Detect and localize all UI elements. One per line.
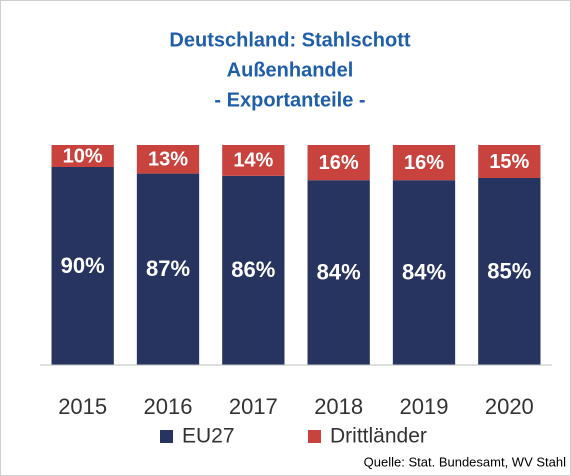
x-tick-label: 2015 xyxy=(58,394,107,419)
x-tick-label: 2020 xyxy=(485,394,534,419)
bar-segment xyxy=(136,145,200,174)
data-label: 10% xyxy=(63,145,103,167)
bar-segment xyxy=(478,145,541,178)
data-label: 15% xyxy=(489,151,529,173)
legend-swatch xyxy=(308,430,321,443)
chart-title: - Exportanteile - xyxy=(214,89,365,111)
source-note: Quelle: Stat. Bundesamt, WV Stahl xyxy=(364,454,566,469)
data-label: 16% xyxy=(319,152,359,174)
bar-segment xyxy=(392,180,456,365)
bar-segment xyxy=(307,180,370,365)
legend-label: EU27 xyxy=(182,425,235,448)
legend-label: Drittländer xyxy=(330,425,427,448)
data-label: 14% xyxy=(233,150,273,172)
bar-segment xyxy=(51,167,114,365)
bar-segment xyxy=(136,173,200,365)
bar-segment xyxy=(222,175,285,365)
data-label: 13% xyxy=(148,149,188,171)
data-label: 16% xyxy=(404,152,444,174)
x-tick-label: 2016 xyxy=(144,394,193,419)
data-label: 87% xyxy=(146,256,190,281)
bar-segment xyxy=(307,145,370,181)
bar-segment xyxy=(392,145,456,181)
data-label: 90% xyxy=(61,253,105,278)
data-label: 84% xyxy=(317,259,361,284)
bar-segment xyxy=(222,145,285,176)
data-label: 85% xyxy=(487,258,531,283)
chart-title: Deutschland: Stahlschott xyxy=(169,29,410,51)
chart-title: Außenhandel xyxy=(227,59,354,81)
bar-segment xyxy=(51,145,114,167)
legend-swatch xyxy=(160,430,173,443)
bar-segment xyxy=(478,178,541,365)
x-tick-label: 2018 xyxy=(314,394,363,419)
data-label: 84% xyxy=(402,259,446,284)
data-label: 86% xyxy=(231,257,275,282)
x-tick-label: 2019 xyxy=(400,394,449,419)
x-tick-label: 2017 xyxy=(229,394,278,419)
